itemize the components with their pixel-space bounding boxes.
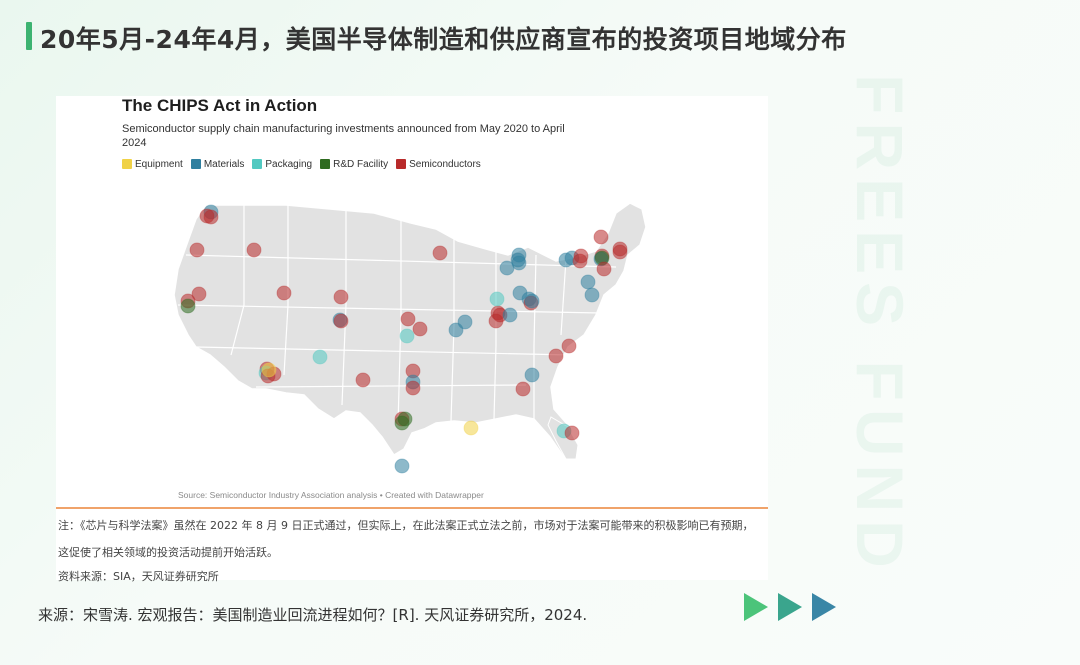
watermark: FREES FUND (840, 70, 920, 580)
investment-marker (333, 289, 349, 305)
investment-marker (564, 425, 580, 441)
investment-marker (246, 242, 262, 258)
investment-marker (511, 255, 527, 271)
investment-marker (457, 314, 473, 330)
investment-marker (524, 367, 540, 383)
map-legend: Equipment Materials Packaging R&D Facili… (122, 157, 481, 171)
map-title: The CHIPS Act in Action (122, 96, 318, 115)
legend-swatch-rd-facility (320, 159, 331, 169)
investment-marker (312, 349, 328, 365)
investment-marker (612, 241, 628, 257)
decorative-arrows (744, 593, 836, 621)
play-arrow-icon (744, 593, 768, 621)
legend-swatch-packaging (252, 159, 263, 169)
investment-marker (180, 298, 196, 314)
note-source: 资料来源：SIA，天风证券研究所 (58, 570, 219, 583)
legend-label-packaging: Packaging (265, 158, 313, 170)
divider-line (56, 507, 768, 509)
note-text: 注：《芯片与科学法案》虽然在 2022 年 8 月 9 日正式通过，但实际上，在… (58, 519, 754, 559)
investment-marker (515, 381, 531, 397)
page-source: 来源：宋雪涛. 宏观报告：美国制造业回流进程如何？[R]. 天风证券研究所，20… (38, 606, 588, 624)
investment-marker (499, 260, 515, 276)
investment-marker (584, 287, 600, 303)
legend-item-semiconductors: Semiconductors (396, 159, 481, 170)
investment-marker (203, 209, 219, 225)
investment-marker (189, 242, 205, 258)
legend-item-equipment: Equipment (122, 159, 183, 170)
play-arrow-icon (778, 593, 802, 621)
legend-label-equipment: Equipment (135, 158, 183, 170)
investment-marker (572, 253, 588, 269)
investment-marker (261, 362, 277, 378)
investment-marker (596, 261, 612, 277)
legend-label-materials: Materials (203, 158, 245, 170)
map-source: Source: Semiconductor Industry Associati… (178, 490, 484, 500)
investment-marker (333, 313, 349, 329)
investment-marker (593, 229, 609, 245)
investment-marker (412, 321, 428, 337)
investment-marker (580, 274, 596, 290)
legend-swatch-semiconductors (396, 159, 407, 169)
investment-marker (524, 293, 540, 309)
investment-marker (191, 286, 207, 302)
investment-marker (399, 328, 415, 344)
watermark-text: FREES FUND (843, 74, 917, 576)
map-subtitle: Semiconductor supply chain manufacturing… (122, 123, 565, 149)
legend-item-packaging: Packaging (252, 159, 312, 170)
legend-item-rd-facility: R&D Facility (320, 159, 388, 170)
legend-label-semiconductors: Semiconductors (409, 158, 481, 170)
investment-marker (502, 307, 518, 323)
legend-item-materials: Materials (190, 158, 245, 170)
title-accent-bar (26, 22, 32, 50)
investment-marker (397, 411, 413, 427)
investment-marker (463, 420, 479, 436)
investment-marker (394, 458, 410, 474)
investment-marker (548, 348, 564, 364)
legend-swatch-equipment (122, 159, 132, 169)
investment-marker (355, 372, 371, 388)
page-title: 20年5月-24年4月，美国半导体制造和供应商宣布的投资项目地域分布 (40, 25, 847, 54)
investment-marker (400, 311, 416, 327)
investment-marker (561, 338, 577, 354)
us-map (173, 202, 647, 474)
legend-swatch-materials (190, 159, 201, 169)
legend-label-rd-facility: R&D Facility (333, 158, 389, 170)
investment-marker (405, 380, 421, 396)
investment-marker (489, 291, 505, 307)
play-arrow-icon (812, 593, 836, 621)
investment-marker (448, 322, 464, 338)
investment-marker (432, 245, 448, 261)
investment-markers (180, 204, 628, 474)
investment-marker (276, 285, 292, 301)
